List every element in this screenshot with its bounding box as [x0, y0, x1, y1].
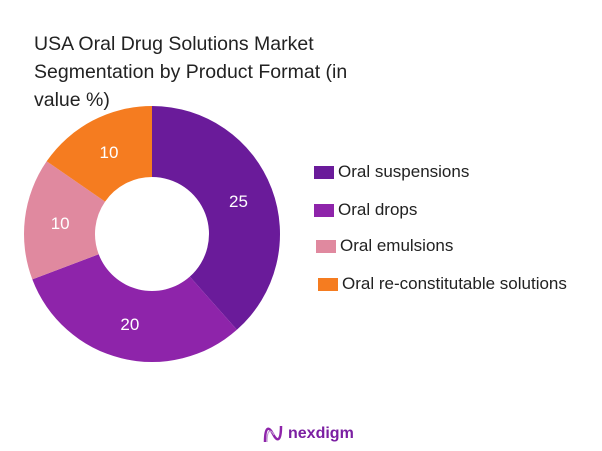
legend-label: Oral emulsions: [340, 236, 454, 255]
data-label-3: 10: [51, 214, 70, 233]
donut-slice-1: [152, 106, 280, 330]
donut-slice-3: [24, 161, 106, 280]
data-label-1: 25: [229, 192, 248, 211]
logo-text: nexdigm: [288, 425, 354, 442]
legend-swatch: [318, 277, 338, 291]
legend-swatch: [314, 203, 334, 217]
chart-title: USA Oral Drug Solutions Market Segmentat…: [34, 33, 348, 111]
nexdigm-logo: nexdigm: [262, 424, 354, 444]
legend-swatch: [316, 239, 336, 253]
legend-item: Oral drops: [314, 200, 417, 220]
legend-label: Oral re-constitutable solutions: [342, 274, 567, 293]
legend-swatch: [314, 165, 334, 179]
legend-item: Oral re-constitutable solutions: [318, 274, 567, 294]
data-label-4: 10: [100, 143, 119, 162]
legend-item: Oral emulsions: [316, 236, 453, 256]
legend-label: Oral drops: [338, 200, 418, 219]
data-label-2: 20: [120, 315, 139, 334]
donut-slice-2: [32, 254, 237, 363]
legend-item: Oral suspensions: [314, 162, 469, 182]
nexdigm-wave-icon: [263, 425, 283, 443]
legend-label: Oral suspensions: [338, 162, 470, 181]
donut-slice-4: [46, 106, 152, 202]
